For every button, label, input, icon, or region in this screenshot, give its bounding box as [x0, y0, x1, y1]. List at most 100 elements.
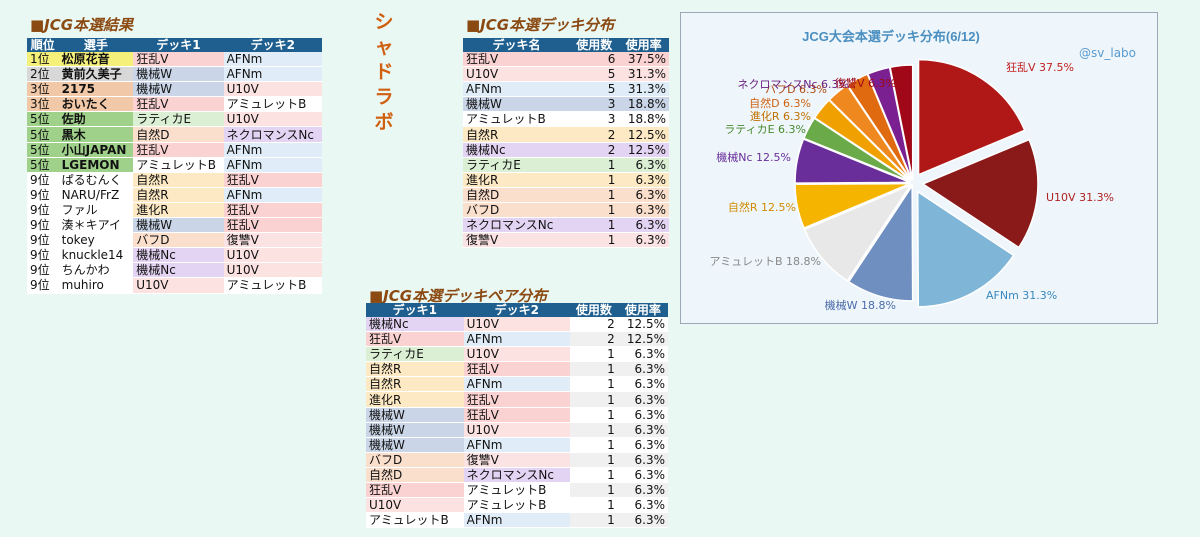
pie-slice-1 [921, 138, 1039, 249]
count-cell: 1 [569, 376, 618, 393]
deck1-cell: 機械Nc [366, 317, 464, 333]
rate-cell: 37.5% [618, 52, 669, 68]
deck1-cell: 機械Nc [133, 262, 224, 279]
table-row: アミュレットB 3 18.8% [463, 111, 669, 128]
pie-slice-12 [889, 64, 914, 181]
results-table: 順位 選手 デッキ1 デッキ2 1位 松原花音 狂乱V AFNm 2位 黄前久美子 機械W AFNm… [27, 38, 322, 294]
deck2-cell: AFNm [463, 331, 570, 348]
rank-cell: 2位 [27, 66, 59, 83]
count-cell: 1 [569, 482, 618, 499]
count-cell: 3 [570, 111, 619, 128]
count-cell: 1 [569, 391, 618, 408]
count-cell: 1 [569, 346, 618, 363]
deck-name-cell: 機械Nc [463, 142, 571, 158]
watermark: @sv_labo [1079, 46, 1136, 60]
rank-cell: 9位 [27, 232, 59, 249]
deck2-cell: 狂乱V [463, 407, 570, 423]
deck2-cell: U10V [463, 317, 570, 333]
player-cell: muhiro [58, 277, 134, 294]
slice-label: ラティカE 6.3% [724, 123, 806, 136]
slice-label: ネクロマンスNc 6.3% [738, 78, 850, 91]
pie-slice-2 [916, 190, 1015, 308]
pie-slice-0 [917, 58, 1026, 176]
table-row: 狂乱V AFNm 2 12.5% [366, 331, 668, 348]
deck2-cell: 復讐V [223, 232, 322, 249]
rate-cell: 6.3% [618, 217, 669, 234]
table-row: 3位 2175 機械W U10V [27, 81, 322, 98]
slice-label: 自然R 12.5% [728, 200, 796, 214]
table-row: 自然R 狂乱V 1 6.3% [366, 361, 668, 378]
deck2-cell: AFNm [463, 437, 570, 453]
rate-cell: 6.3% [617, 437, 668, 453]
count-cell: 1 [569, 467, 618, 484]
deck1-cell: アミュレットB [366, 512, 464, 529]
count-cell: 5 [570, 81, 619, 98]
slice-label: 狂乱V 37.5% [1006, 61, 1074, 74]
count-cell: 5 [570, 66, 619, 83]
table-row: 狂乱V 6 37.5% [463, 52, 669, 68]
deck2-cell: アミュレットB [463, 497, 570, 514]
deck2-cell: U10V [223, 247, 322, 264]
deck2-cell: 復讐V [463, 452, 570, 468]
chart-title: JCG大会本選デッキ分布(6/12) [802, 29, 980, 44]
deck1-cell: 狂乱V [366, 482, 464, 499]
count-cell: 1 [569, 452, 618, 468]
table-row: 機械W U10V 1 6.3% [366, 422, 668, 438]
rank-cell: 9位 [27, 202, 59, 219]
rank-cell: 5位 [27, 126, 59, 143]
table-row: 5位 LGEMON アミュレットB AFNm [27, 157, 322, 173]
deck2-cell: 狂乱V [463, 361, 570, 378]
table-row: 9位 muhiro U10V アミュレットB [27, 277, 322, 294]
table-row: 3位 おいたく 狂乱V アミュレットB [27, 96, 322, 113]
player-cell: NARU/FrZ [58, 187, 134, 203]
table-row: 進化R 1 6.3% [463, 172, 669, 188]
deck1-cell: バフD [133, 232, 224, 249]
deck2-cell: U10V [223, 81, 322, 98]
table-row: 機械W AFNm 1 6.3% [366, 437, 668, 453]
dist-title: ■JCG本選デッキ分布 [466, 16, 615, 34]
rate-cell: 6.3% [617, 376, 668, 393]
deck-name-cell: 自然D [463, 187, 571, 203]
header-cell: デッキ2 [463, 303, 570, 317]
rate-cell: 6.3% [618, 187, 669, 203]
rate-cell: 6.3% [617, 482, 668, 499]
slice-label: AFNm 31.3% [986, 289, 1057, 302]
pie-chart: JCG大会本選デッキ分布(6/12) @sv_labo 狂乱V 37.5% U10V … [709, 29, 1136, 312]
deck-name-cell: 機械W [463, 96, 571, 113]
player-cell: 松原花音 [58, 52, 134, 68]
deck2-cell: 狂乱V [223, 172, 322, 188]
pie-chart-panel: JCG大会本選デッキ分布(6/12) @sv_labo 狂乱V 37.5% U10V … [680, 12, 1158, 324]
table-row: 9位 tokey バフD 復讐V [27, 232, 322, 249]
table-row: アミュレットB AFNm 1 6.3% [366, 512, 668, 529]
rate-cell: 6.3% [617, 422, 668, 438]
table-row: 自然D 1 6.3% [463, 187, 669, 203]
header-cell: 使用率 [618, 38, 669, 52]
player-cell: LGEMON [58, 157, 134, 173]
table-row: 機械Nc U10V 2 12.5% [366, 317, 668, 333]
deck2-cell: アミュレットB [223, 277, 322, 294]
player-cell: 湊＊キアイ [58, 217, 134, 234]
deck1-cell: 機械W [133, 66, 224, 83]
deck1-cell: 機械W [366, 407, 464, 423]
deck2-cell: 狂乱V [223, 217, 322, 234]
slice-label: 機械W 18.8% [825, 298, 896, 312]
rank-cell: 9位 [27, 172, 59, 188]
table-row: 自然R 2 12.5% [463, 126, 669, 143]
count-cell: 1 [570, 217, 619, 234]
table-row: 5位 黒木 自然D ネクロマンスNc [27, 126, 322, 143]
deck-name-cell: アミュレットB [463, 111, 571, 128]
deck2-cell: アミュレットB [223, 96, 322, 113]
deck2-cell: 狂乱V [223, 202, 322, 219]
deck1-cell: 自然D [366, 467, 464, 484]
table-row: 狂乱V アミュレットB 1 6.3% [366, 482, 668, 499]
count-cell: 1 [569, 512, 618, 529]
deck1-cell: 狂乱V [133, 142, 224, 158]
count-cell: 3 [570, 96, 619, 113]
deck1-cell: 機械W [133, 217, 224, 234]
deck-name-cell: U10V [463, 66, 571, 83]
player-cell: tokey [58, 232, 134, 249]
table-row: 5位 佐助 ラティカE U10V [27, 111, 322, 128]
rate-cell: 6.3% [618, 172, 669, 188]
table-row: ラティカE 1 6.3% [463, 157, 669, 173]
pie-slice-4 [803, 183, 913, 282]
